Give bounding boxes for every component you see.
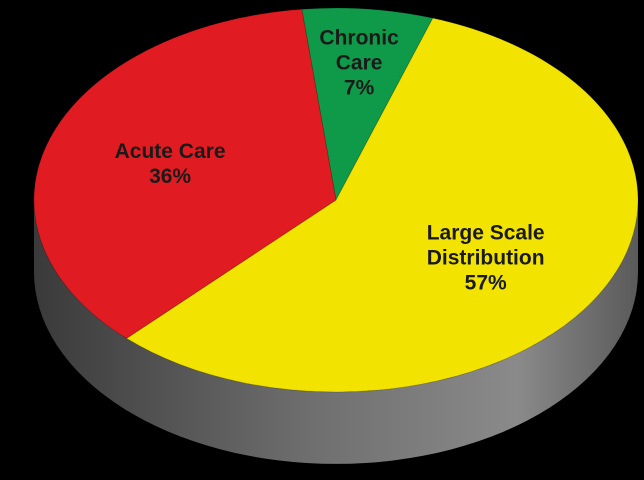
pie-slice [125,17,639,393]
pie-slice [301,7,434,202]
slice-category-label: Acute Care [114,140,226,164]
slice-value-label: 57% [464,271,507,295]
slice-category-label: Large Scale Distribution [426,221,545,270]
slice-label: Acute Care 36% [65,139,275,189]
pie [33,7,639,464]
pie-side [34,200,638,464]
pie-slice [33,8,337,339]
slice-value-label: 36% [149,165,192,189]
slice-label: Large Scale Distribution 57% [381,220,591,295]
slice-value-label: 7% [343,76,375,100]
slice-category-label: Chronic Care [319,26,399,75]
slice-label: Chronic Care 7% [309,25,409,100]
